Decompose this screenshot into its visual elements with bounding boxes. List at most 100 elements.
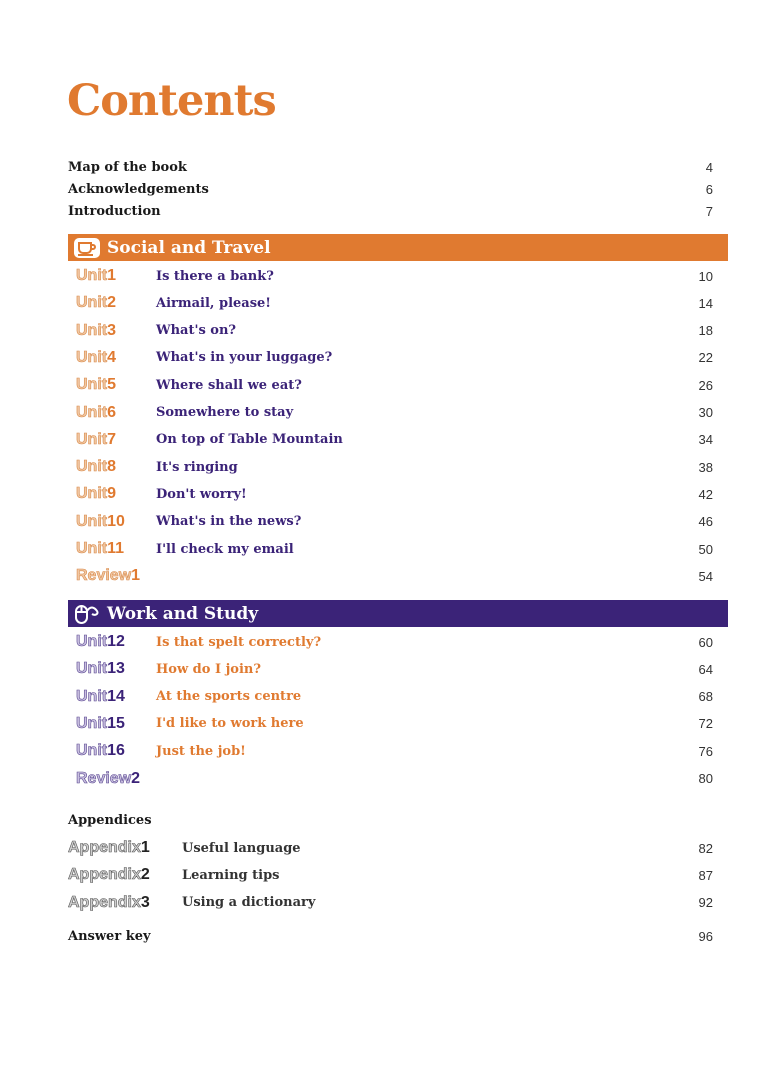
section-title: Work and Study [107, 603, 259, 624]
unit-word: Review [76, 567, 132, 585]
unit-entry[interactable]: Unit9 Don't worry! 42 [76, 482, 713, 506]
unit-entry[interactable]: Unit10 What's in the news? 46 [76, 510, 713, 534]
unit-word: Unit [76, 485, 108, 503]
toc-entry[interactable]: Acknowledgements 6 [68, 178, 713, 200]
unit-entry[interactable]: Unit3 What's on? 18 [76, 319, 713, 343]
unit-entry[interactable]: Unit14 At the sports centre 68 [76, 685, 713, 709]
unit-word: Unit [76, 348, 108, 367]
unit-title: It's ringing [156, 459, 238, 475]
section-title: Social and Travel [107, 237, 271, 258]
unit-word: Unit [76, 687, 108, 705]
unit-entry[interactable]: Unit16 Just the job! 76 [76, 739, 713, 763]
unit-tag: Unit13 [76, 660, 156, 678]
page-number: 50 [698, 541, 713, 557]
appendix-number: 1 [140, 839, 150, 856]
unit-word: Unit [76, 742, 108, 760]
unit-title: I'd like to work here [156, 716, 304, 732]
page-number: 92 [698, 895, 713, 911]
unit-tag: Unit10 [76, 512, 156, 531]
unit-entry[interactable]: Unit11 I'll check my email 50 [76, 537, 713, 561]
page-number: 7 [705, 203, 713, 219]
page-number: 72 [698, 716, 713, 732]
unit-number: 1 [107, 267, 117, 284]
unit-tag: Unit1 [76, 267, 156, 285]
appendix-title: Useful language [182, 840, 301, 856]
unit-tag: Review2 [76, 769, 156, 788]
toc-entry[interactable]: Map of the book 4 [68, 156, 713, 178]
page-number: 68 [698, 689, 713, 705]
appendix-tag: Appendix2 [68, 866, 182, 884]
unit-word: Unit [76, 540, 108, 558]
page-number: 42 [698, 486, 713, 502]
unit-word: Review [76, 769, 132, 787]
page-number: 82 [698, 840, 713, 856]
page-number: 87 [698, 867, 713, 883]
page-number: 38 [698, 459, 713, 475]
unit-number: 10 [107, 512, 125, 530]
unit-title: What's on? [156, 323, 237, 339]
section-header: Work and Study [68, 600, 728, 627]
unit-number: 4 [107, 348, 117, 366]
unit-entry[interactable]: Unit7 On top of Table Mountain 34 [76, 428, 713, 452]
unit-number: 12 [107, 633, 125, 650]
unit-title: Just the job! [156, 743, 246, 759]
unit-title: What's in your luggage? [156, 350, 333, 366]
unit-number: 14 [107, 687, 125, 705]
entry-label: Answer key [68, 928, 151, 944]
unit-word: Unit [76, 660, 108, 678]
unit-number: 5 [107, 376, 117, 394]
unit-number: 8 [107, 458, 117, 476]
unit-entry[interactable]: Unit1 Is there a bank? 10 [76, 264, 713, 288]
unit-title: How do I join? [156, 661, 261, 677]
unit-word: Unit [76, 403, 108, 421]
coffee-cup-icon [68, 237, 107, 259]
page-number: 14 [698, 295, 713, 311]
unit-tag: Unit16 [76, 742, 156, 760]
appendix-entry[interactable]: Appendix1 Useful language 82 [68, 836, 713, 860]
unit-word: Unit [76, 714, 108, 733]
entry-label: Map of the book [68, 159, 187, 175]
unit-number: 1 [131, 567, 141, 585]
unit-entry[interactable]: Unit5 Where shall we eat? 26 [76, 373, 713, 397]
answer-key-entry[interactable]: Answer key 96 [68, 925, 713, 947]
appendices-heading[interactable]: Appendices [68, 809, 713, 831]
unit-number: 9 [107, 485, 117, 503]
unit-entry[interactable]: Unit15 I'd like to work here 72 [76, 712, 713, 736]
appendix-number: 2 [140, 866, 150, 884]
unit-title: On top of Table Mountain [156, 432, 343, 448]
toc-entry[interactable]: Introduction 7 [68, 200, 713, 222]
unit-word: Unit [76, 430, 108, 448]
unit-entry[interactable]: Unit6 Somewhere to stay 30 [76, 401, 713, 425]
unit-number: 15 [107, 714, 125, 732]
unit-word: Unit [76, 512, 108, 530]
unit-word: Unit [76, 458, 108, 476]
unit-tag: Review1 [76, 567, 156, 585]
appendix-entry[interactable]: Appendix2 Learning tips 87 [68, 863, 713, 887]
unit-entry[interactable]: Unit12 Is that spelt correctly? 60 [76, 630, 713, 654]
appendix-entry[interactable]: Appendix3 Using a dictionary 92 [68, 891, 713, 915]
unit-title: I'll check my email [156, 541, 294, 557]
unit-number: 13 [107, 660, 125, 678]
page-number: 34 [698, 432, 713, 448]
unit-entry[interactable]: Review2 80 [76, 767, 713, 791]
page-number: 18 [698, 323, 713, 339]
page-number: 4 [705, 159, 713, 175]
unit-title: Is there a bank? [156, 268, 274, 284]
unit-entry[interactable]: Unit13 How do I join? 64 [76, 657, 713, 681]
unit-entry[interactable]: Unit8 It's ringing 38 [76, 455, 713, 479]
unit-number: 2 [107, 294, 117, 312]
unit-entry[interactable]: Unit2 Airmail, please! 14 [76, 291, 713, 315]
page-number: 46 [698, 514, 713, 530]
unit-number: 7 [107, 430, 117, 448]
unit-entry[interactable]: Review1 54 [76, 564, 713, 588]
unit-tag: Unit9 [76, 485, 156, 503]
appendix-title: Learning tips [182, 867, 280, 883]
appendix-title: Using a dictionary [182, 895, 316, 911]
unit-word: Unit [76, 294, 108, 312]
unit-tag: Unit11 [76, 540, 156, 558]
unit-entry[interactable]: Unit4 What's in your luggage? 22 [76, 346, 713, 370]
unit-tag: Unit15 [76, 715, 156, 733]
appendix-tag: Appendix3 [68, 893, 182, 912]
page-number: 54 [698, 568, 713, 584]
